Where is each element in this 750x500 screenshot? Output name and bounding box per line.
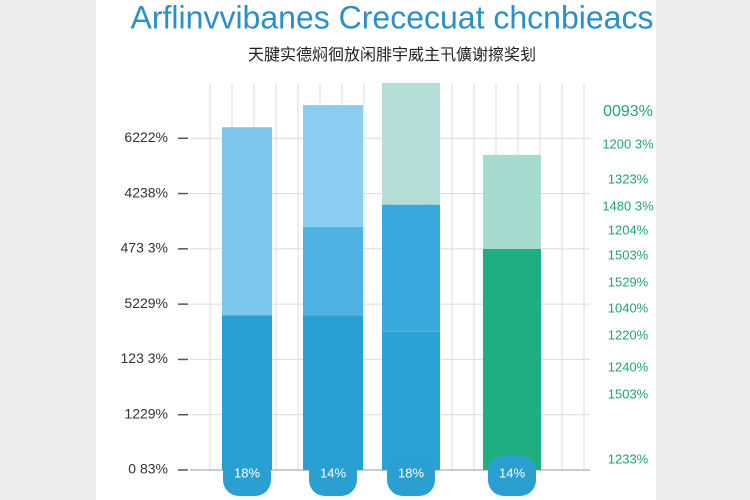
right-label: 1233%: [608, 451, 649, 466]
bar-segment: [382, 204, 440, 332]
y-tick-label: 1229%: [124, 405, 168, 421]
right-label: 1503%: [608, 247, 649, 262]
bar-segment: [222, 127, 272, 316]
x-tick-label: 14%: [320, 465, 346, 480]
right-label: 0093%: [603, 103, 653, 120]
y-tick-label: 0 83%: [128, 461, 168, 477]
bar-segment: [222, 315, 272, 470]
y-tick-label: 5229%: [124, 295, 168, 311]
chart-subtitle: 天腱实德焖徊放闲腓宇威主卂儣谢擦奖刬: [248, 46, 536, 64]
bar-segment: [483, 154, 541, 249]
y-tick-label: 473 3%: [121, 240, 168, 256]
panel: [96, 0, 656, 500]
bar-segment: [382, 331, 440, 470]
category-pill: [223, 456, 271, 496]
y-tick-label: 123 3%: [121, 350, 168, 366]
bar-segment: [303, 226, 363, 316]
x-tick-label: 18%: [398, 465, 424, 480]
category-pill: [387, 456, 435, 496]
chart-title: Arflinvvibanes Crececuat chcnbieacs: [131, 0, 654, 35]
y-tick-label: 4238%: [124, 184, 168, 200]
bar-segment: [483, 248, 541, 470]
x-tick-label: 14%: [499, 465, 525, 480]
bar-segment: [382, 83, 440, 205]
bar-segment: [303, 315, 363, 470]
right-label: 1529%: [608, 274, 649, 289]
right-label: 1040%: [608, 300, 649, 315]
right-label: 1503%: [608, 386, 649, 401]
right-label: 1204%: [608, 222, 649, 237]
category-pill: [309, 456, 357, 496]
right-label: 1220%: [608, 327, 649, 342]
right-label: 1323%: [608, 171, 649, 186]
y-tick-label: 6222%: [124, 129, 168, 145]
bar-segment: [303, 105, 363, 227]
right-label: 1240%: [608, 359, 649, 374]
x-tick-label: 18%: [234, 465, 260, 480]
right-label: 1200 3%: [602, 136, 654, 151]
category-pill: [488, 456, 536, 496]
right-label: 1480 3%: [602, 198, 654, 213]
